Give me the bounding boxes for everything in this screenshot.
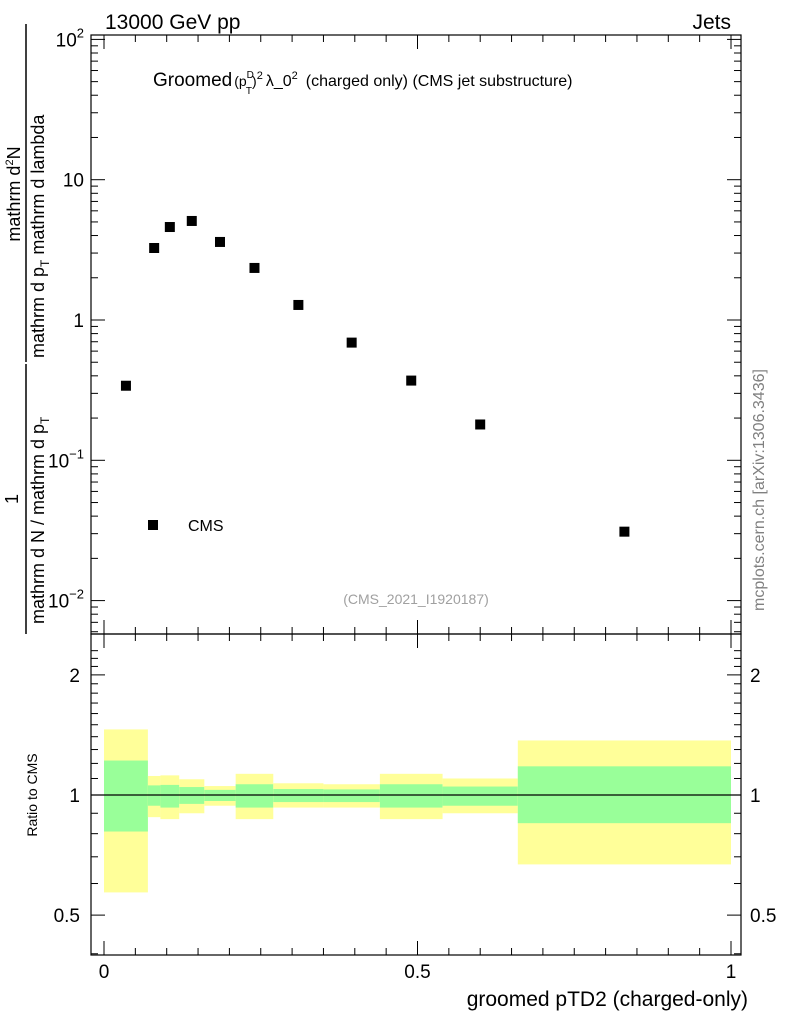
main-frame bbox=[90, 34, 742, 635]
y-tick-label: 102 bbox=[56, 25, 84, 51]
y-axis-label: 1 mathrm d N / mathrm d pT mathrm d2N ma… bbox=[2, 24, 52, 634]
x-tick-label: 1 bbox=[726, 962, 737, 983]
data-point bbox=[475, 419, 486, 430]
data-point bbox=[186, 215, 197, 226]
ratio-inner-band bbox=[379, 784, 443, 808]
ratio-bands bbox=[91, 729, 741, 893]
data-point bbox=[406, 375, 417, 386]
ratio-y-tick-label-right: 1 bbox=[750, 786, 761, 807]
ratio-inner-band bbox=[442, 786, 518, 806]
svg-text:mathrm d pT mathrm d lambda: mathrm d pT mathrm d lambda bbox=[28, 114, 52, 358]
data-markers bbox=[120, 215, 630, 537]
ratio-inner-band bbox=[104, 760, 148, 832]
axes: 102 10 1 10−1 10−2 0 0.5 1 2 2 1 1 0.5 0.5 bbox=[48, 25, 776, 983]
svg-text:mathrm d2N: mathrm d2N bbox=[4, 146, 24, 241]
ratio-y-label: Ratio to CMS bbox=[24, 753, 40, 836]
x-tick-label: 0 bbox=[99, 962, 110, 983]
data-point bbox=[149, 242, 160, 253]
legend-label-cms: CMS bbox=[188, 518, 224, 535]
data-point bbox=[249, 262, 260, 273]
y-tick-label: 10 bbox=[63, 171, 84, 192]
data-point bbox=[120, 380, 131, 391]
ratio-y-tick-label-right: 0.5 bbox=[750, 906, 776, 927]
main-title: Groomed (pD T)2 λ_02 (charged only) (CMS jet… bbox=[153, 70, 573, 97]
ratio-inner-band bbox=[160, 784, 180, 808]
ratio-y-tick-label: 1 bbox=[69, 786, 80, 807]
ratio-y-tick-label: 2 bbox=[69, 666, 80, 687]
y-tick-label: 10−2 bbox=[48, 587, 84, 613]
analysis-label: (CMS_2021_I1920187) bbox=[343, 591, 489, 607]
ratio-y-tick-label-right: 2 bbox=[750, 666, 761, 687]
x-axis-label: groomed pTD2 (charged-only) bbox=[467, 988, 748, 1011]
ratio-inner-band bbox=[323, 789, 380, 803]
ratio-inner-band bbox=[235, 784, 274, 808]
side-label: mcplots.cern.ch [arXiv:1306.3436] bbox=[751, 369, 768, 611]
x-tick-label: 0.5 bbox=[404, 962, 430, 983]
header-left: 13000 GeV pp bbox=[105, 11, 240, 34]
svg-text:mathrm d N / mathrm d pT: mathrm d N / mathrm d pT bbox=[28, 416, 52, 624]
ratio-y-tick-label: 0.5 bbox=[54, 906, 80, 927]
header-right: Jets bbox=[692, 11, 731, 34]
data-point bbox=[214, 236, 225, 247]
legend-marker-cms bbox=[148, 520, 158, 530]
svg-text:1: 1 bbox=[2, 494, 22, 504]
y-tick-label: 1 bbox=[73, 311, 84, 332]
data-point bbox=[293, 299, 304, 310]
y-tick-label: 10−1 bbox=[48, 446, 84, 472]
data-point bbox=[619, 526, 630, 537]
data-point bbox=[164, 222, 175, 233]
data-point bbox=[346, 337, 357, 348]
